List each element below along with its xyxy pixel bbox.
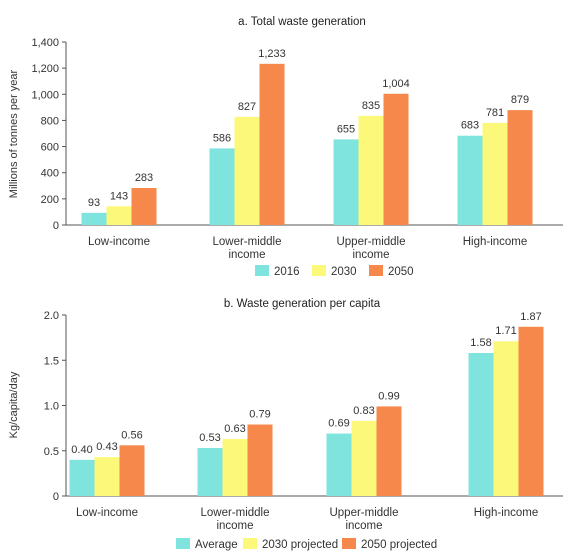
chart-a-category-label: Upper-middle [336,236,405,248]
chart-a-y-tick-label: 400 [41,168,59,180]
chart-a-y-tick-label: 600 [41,142,59,154]
chart-a-data-label: 1,233 [258,48,286,60]
chart-a-bar [507,110,533,225]
chart-a-bar [457,135,483,225]
chart-a-data-label: 143 [110,190,128,202]
chart-a-bar [383,93,409,226]
chart-b-legend: Average 2030 projected 2050 projected [176,538,437,551]
chart-b-y-tick-label: 0.5 [44,446,59,458]
chart-b-data-label: 0.43 [96,441,117,453]
chart-a-legend: 2016 2030 2050 [255,265,414,278]
chart-b-category-label: Lower-middle [200,507,269,519]
chart-a-y-tick-label: 1,000 [31,89,59,101]
chart-b-data-label: 1.71 [495,325,516,337]
chart-a-bar [131,188,157,225]
chart-b-bar [468,353,494,496]
chart-b-legend-label: 2030 projected [262,539,338,551]
chart-b-data-label: 1.58 [470,337,491,349]
chart-a-data-label: 655 [337,123,355,135]
chart-b-data-label: 1.87 [520,311,541,323]
chart-a-plot: 0 200 400 600 800 1,000 1,200 1,400 93 143 283 Low-… [31,37,563,261]
chart-a-bar [482,122,508,225]
chart-b-bar [197,448,223,496]
chart-b-bar [351,420,377,496]
chart-b-category-label: income [216,520,253,532]
chart-a-y-tick-label: 1,200 [31,63,59,75]
chart-b-category-label: Low-income [76,507,138,519]
chart-b-title: b. Waste generation per capita [224,298,381,310]
chart-a-legend-label: 2016 [274,266,300,278]
chart-a-title: a. Total waste generation [238,16,366,28]
chart-a-data-label: 283 [135,172,153,184]
chart-b-bar [222,438,248,496]
chart-b-bar [326,433,352,496]
chart-b-bar [247,424,273,496]
chart-a-data-label: 781 [486,107,504,119]
chart-a-bar [106,206,132,225]
chart-b-data-label: 0.69 [328,418,349,430]
chart-b-data-label: 0.79 [249,409,270,421]
chart-a-y-tick-label: 200 [41,194,59,206]
chart-b-y-tick-label: 0 [53,491,59,503]
chart-b-category-label: Upper-middle [329,507,398,519]
chart-a-legend-label: 2050 [388,266,414,278]
chart-a-category-label: Low-income [88,236,150,248]
chart-b-data-label: 0.83 [353,405,374,417]
chart-b-legend-swatch [176,538,190,549]
chart-a-bar [209,148,235,225]
chart-b-plot: 0 0.5 1.0 1.5 2.0 0.40 0.43 0.56 Low-income 0.53 0… [44,310,563,532]
chart-a-data-label: 586 [213,132,231,144]
chart-b-y-tick-label: 2.0 [44,310,59,322]
chart-b-y-tick-label: 1.5 [44,355,59,367]
chart-b-bar [119,445,145,496]
chart-a-y-tick-label: 1,400 [31,37,59,49]
chart-b-data-label: 0.40 [71,444,92,456]
chart-a-data-label: 879 [511,94,529,106]
chart-a-y-axis-label: Millions of tonnes per year [8,69,20,198]
chart-b-data-label: 0.63 [224,423,245,435]
chart-b-legend-label: 2050 projected [361,539,437,551]
chart-a-data-label: 93 [88,197,100,209]
chart-b-data-label: 0.99 [378,390,399,402]
chart-b-data-label: 0.56 [121,429,142,441]
chart-a-category-label: income [228,249,265,261]
chart-a-category-label: High-income [463,236,528,248]
chart-b-category-label: income [345,520,382,532]
chart-b-y-tick-label: 1.0 [44,401,59,413]
chart-a-legend-label: 2030 [331,266,357,278]
chart-a-data-label: 1,004 [382,78,410,90]
chart-a-legend-swatch [255,265,269,276]
chart-b-bar [69,459,95,496]
chart-a-data-label: 827 [238,101,256,113]
chart-a-y-tick-label: 800 [41,115,59,127]
chart-b-bar [518,326,544,496]
chart-b-legend-swatch [243,538,257,549]
chart-b-legend-label: Average [195,539,238,551]
chart-a-legend-swatch [312,265,326,276]
chart-a-bar [259,63,285,225]
chart-a-data-label: 835 [362,100,380,112]
chart-a-legend-swatch [369,265,383,276]
chart-a-category-label: Lower-middle [212,236,281,248]
chart-a-y-tick-label: 0 [53,220,59,232]
chart-a-category-label: income [352,249,389,261]
chart-a-bar [358,115,384,225]
chart-b-bar [94,457,120,496]
chart-b-legend-swatch [342,538,356,549]
chart-b-category-label: High-income [474,507,539,519]
chart-a-bar [333,139,359,225]
chart-a-data-label: 683 [461,120,479,132]
chart-a-bar [81,212,107,225]
chart-b-bar [376,406,402,496]
chart-b-y-axis-label: Kg/capita/day [8,371,20,438]
chart-a-bar [234,116,260,225]
chart-b-bar [493,341,519,496]
chart-b-data-label: 0.53 [199,432,220,444]
